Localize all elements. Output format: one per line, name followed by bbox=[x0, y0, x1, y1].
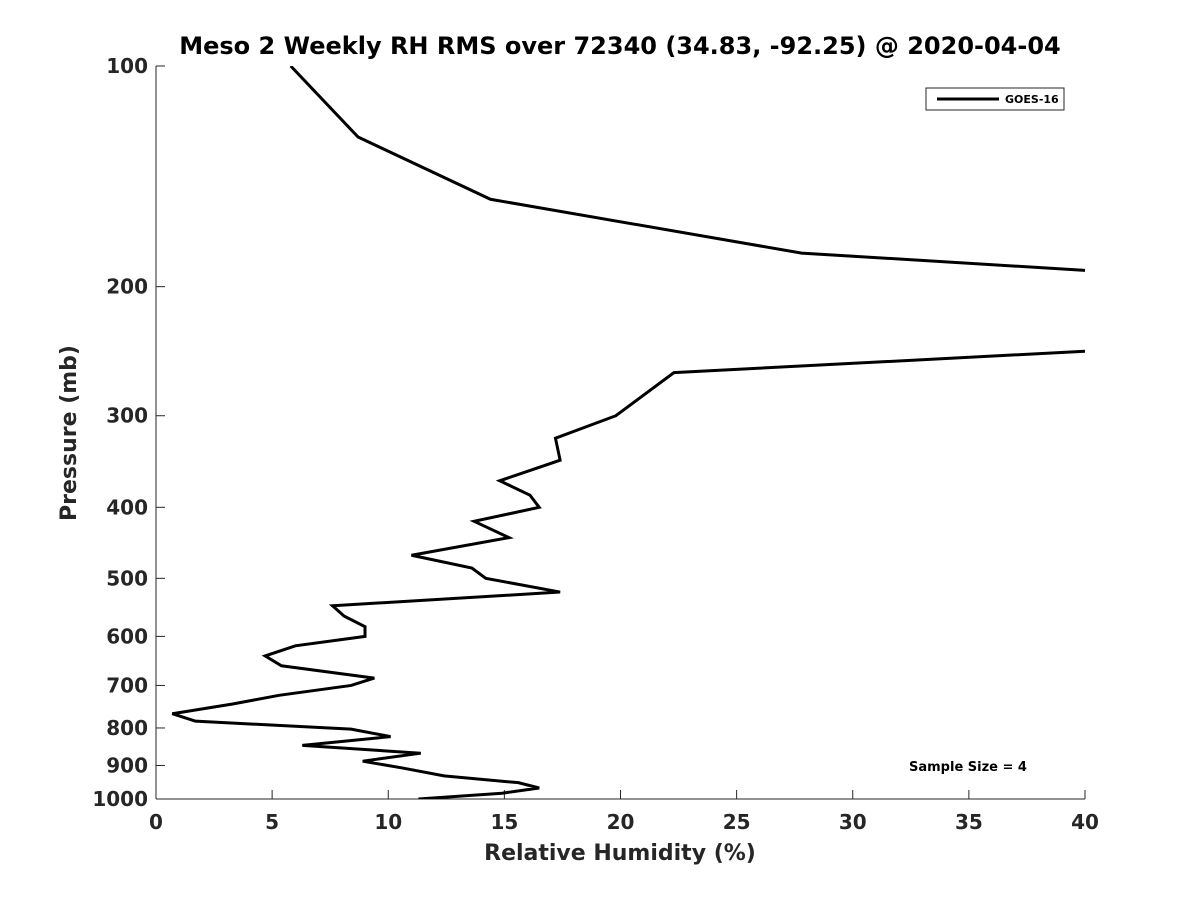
sample-size-annotation: Sample Size = 4 bbox=[909, 760, 1027, 775]
legend-label: GOES-16 bbox=[1005, 93, 1059, 106]
y-tick-label: 500 bbox=[106, 566, 148, 590]
x-tick-label: 30 bbox=[839, 810, 867, 834]
y-axis-label: Pressure (mb) bbox=[57, 345, 82, 521]
axes: 0 5 10 15 20 25 30 35 40 100 200 300 400 500 600 700 800… bbox=[92, 54, 1099, 834]
x-axis-label: Relative Humidity (%) bbox=[484, 841, 756, 866]
x-tick-label: 0 bbox=[149, 810, 163, 834]
y-tick-label: 200 bbox=[106, 275, 148, 299]
x-tick-label: 10 bbox=[374, 810, 402, 834]
y-tick-label: 1000 bbox=[92, 787, 148, 811]
series-line-goes-16 bbox=[171, 66, 1085, 799]
y-tick-label: 600 bbox=[106, 624, 148, 648]
x-tick-label: 20 bbox=[607, 810, 635, 834]
y-tick-label: 400 bbox=[106, 495, 148, 519]
x-tick-label: 15 bbox=[490, 810, 518, 834]
chart-title: Meso 2 Weekly RH RMS over 72340 (34.83, … bbox=[179, 32, 1061, 60]
y-tick-label: 100 bbox=[106, 54, 148, 78]
y-tick-label: 700 bbox=[106, 673, 148, 697]
y-tick-label: 300 bbox=[106, 404, 148, 428]
x-tick-label: 40 bbox=[1071, 810, 1099, 834]
plot-area bbox=[171, 66, 1085, 799]
y-tick-label: 900 bbox=[106, 753, 148, 777]
y-tick-label: 800 bbox=[106, 716, 148, 740]
x-tick-label: 5 bbox=[265, 810, 279, 834]
legend: GOES-16 bbox=[925, 87, 1065, 111]
x-tick-label: 35 bbox=[955, 810, 983, 834]
x-tick-label: 25 bbox=[723, 810, 751, 834]
